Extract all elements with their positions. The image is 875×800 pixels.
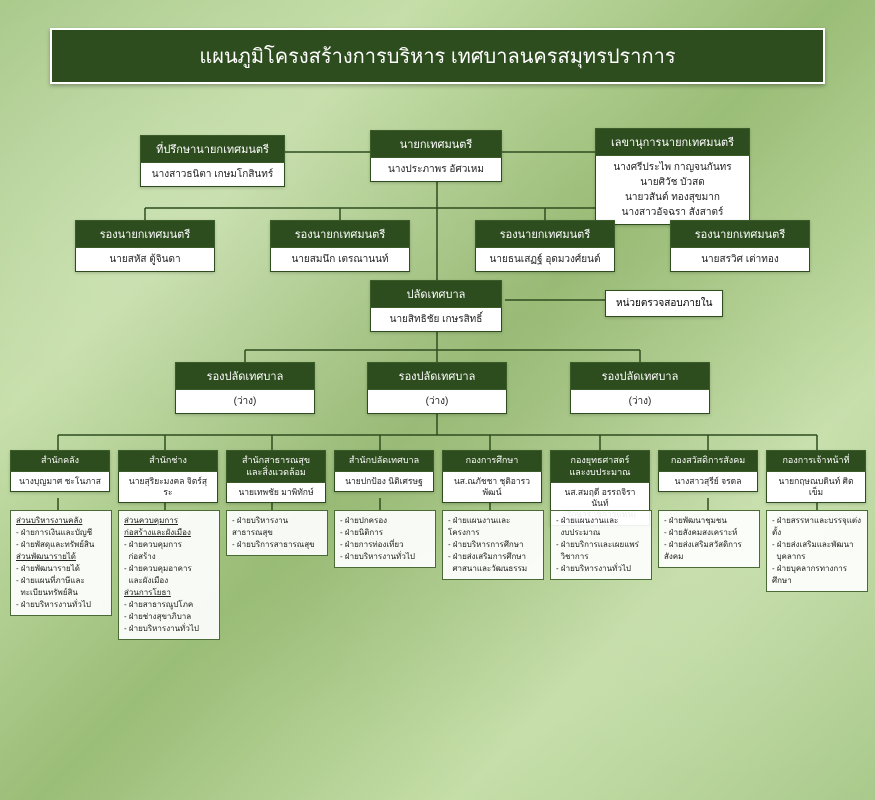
deputy-clerk-3-name: (ว่าง) bbox=[570, 390, 710, 414]
deputy-mayor-3: รองนายกเทศมนตรี นายธนเสฏฐ์ อุดมวงศ์ยนต์ bbox=[475, 220, 615, 272]
department-1-title: สำนักช่าง bbox=[118, 450, 218, 472]
deputy-mayor-4-name: นายสรวิศ เต่าทอง bbox=[670, 248, 810, 272]
department-3-name: นายปกป้อง นิติเศรษฐ bbox=[334, 472, 434, 492]
department-7-details: - ฝ่ายสรรหาและบรรจุแต่งตั้ง- ฝ่ายส่งเสริ… bbox=[766, 510, 868, 592]
department-6-name: นางสาวสุรีย์ จรดล bbox=[658, 472, 758, 492]
deputy-clerk-2-name: (ว่าง) bbox=[367, 390, 507, 414]
department-5-details: - ฝ่ายแผนงานและ งบประมาณ- ฝ่ายบริการและเ… bbox=[550, 510, 652, 580]
department-0-name: นางบุญมาศ ชะโนภาส bbox=[10, 472, 110, 492]
department-1-name: นายสุริยะมงคล จิตร์สุระ bbox=[118, 472, 218, 503]
department-4-name: นส.ณภัชชา ชุติอารวพัฒน์ bbox=[442, 472, 542, 503]
deputy-mayor-1-title: รองนายกเทศมนตรี bbox=[75, 220, 215, 248]
secretary-names: นางศรีประไพ กาญจนกันทรนายศิวัช บัวสดนายว… bbox=[595, 156, 750, 225]
department-1-details: ส่วนควบคุมการก่อสร้างและผังเมือง- ฝ่ายคว… bbox=[118, 510, 220, 640]
internal-audit-box: หน่วยตรวจสอบภายใน bbox=[605, 290, 723, 317]
deputy-mayor-2: รองนายกเทศมนตรี นายสมนึก เตรณานนท์ bbox=[270, 220, 410, 272]
title-text: แผนภูมิโครงสร้างการบริหาร เทศบาลนครสมุทร… bbox=[199, 40, 675, 72]
department-7-title: กองการเจ้าหน้าที่ bbox=[766, 450, 866, 472]
page-title: แผนภูมิโครงสร้างการบริหาร เทศบาลนครสมุทร… bbox=[50, 28, 825, 84]
deputy-clerk-1: รองปลัดเทศบาล (ว่าง) bbox=[175, 362, 315, 414]
secretary-node: เลขานุการนายกเทศมนตรี นางศรีประไพ กาญจนก… bbox=[595, 128, 750, 225]
department-1: สำนักช่างนายสุริยะมงคล จิตร์สุระ bbox=[118, 450, 218, 503]
deputy-clerk-1-title: รองปลัดเทศบาล bbox=[175, 362, 315, 390]
department-3-details: - ฝ่ายปกครอง- ฝ่ายนิติการ- ฝ่ายการท่องเท… bbox=[334, 510, 436, 568]
department-3-title: สำนักปลัดเทศบาล bbox=[334, 450, 434, 472]
deputy-mayor-2-title: รองนายกเทศมนตรี bbox=[270, 220, 410, 248]
department-7-name: นายกฤษณบดินท์ ศิตเข็ม bbox=[766, 472, 866, 503]
deputy-clerk-2-title: รองปลัดเทศบาล bbox=[367, 362, 507, 390]
department-6-details: - ฝ่ายพัฒนาชุมชน- ฝ่ายสังคมสงเคราะห์- ฝ่… bbox=[658, 510, 760, 568]
department-0-title: สำนักคลัง bbox=[10, 450, 110, 472]
deputy-clerk-1-name: (ว่าง) bbox=[175, 390, 315, 414]
deputy-mayor-3-name: นายธนเสฏฐ์ อุดมวงศ์ยนต์ bbox=[475, 248, 615, 272]
department-0-details: ส่วนบริหารงานคลัง- ฝ่ายการเงินและบัญชี- … bbox=[10, 510, 112, 616]
mayor-node: นายกเทศมนตรี นางประภาพร อัศวเหม bbox=[370, 130, 502, 182]
advisor-node: ที่ปรึกษานายกเทศมนตรี นางสาวธนิตา เกษมโก… bbox=[140, 135, 285, 187]
clerk-name: นายสิทธิชัย เกษรสิทธิ์ bbox=[370, 308, 502, 332]
deputy-mayor-3-title: รองนายกเทศมนตรี bbox=[475, 220, 615, 248]
clerk-node: ปลัดเทศบาล นายสิทธิชัย เกษรสิทธิ์ bbox=[370, 280, 502, 332]
clerk-title: ปลัดเทศบาล bbox=[370, 280, 502, 308]
deputy-mayor-1-name: นายสหัส ตู้จินดา bbox=[75, 248, 215, 272]
deputy-mayor-1: รองนายกเทศมนตรี นายสหัส ตู้จินดา bbox=[75, 220, 215, 272]
advisor-name: นางสาวธนิตา เกษมโกสินทร์ bbox=[140, 163, 285, 187]
secretary-title: เลขานุการนายกเทศมนตรี bbox=[595, 128, 750, 156]
mayor-title: นายกเทศมนตรี bbox=[370, 130, 502, 158]
department-4: กองการศึกษานส.ณภัชชา ชุติอารวพัฒน์ bbox=[442, 450, 542, 503]
department-6-title: กองสวัสดิการสังคม bbox=[658, 450, 758, 472]
mayor-name: นางประภาพร อัศวเหม bbox=[370, 158, 502, 182]
department-4-details: - ฝ่ายแผนงานและโครงการ- ฝ่ายบริหารการศึก… bbox=[442, 510, 544, 580]
deputy-mayor-4-title: รองนายกเทศมนตรี bbox=[670, 220, 810, 248]
department-2-details: - ฝ่ายบริหารงานสาธารณสุข- ฝ่ายบริการสาธา… bbox=[226, 510, 328, 556]
department-0: สำนักคลังนางบุญมาศ ชะโนภาส bbox=[10, 450, 110, 492]
department-5-title: กองยุทธศาสตร์และงบประมาณ bbox=[550, 450, 650, 483]
department-2: สำนักสาธารณสุขและสิ่งแวดล้อมนายเทพชัย มา… bbox=[226, 450, 326, 503]
deputy-clerk-3: รองปลัดเทศบาล (ว่าง) bbox=[570, 362, 710, 414]
deputy-mayor-4: รองนายกเทศมนตรี นายสรวิศ เต่าทอง bbox=[670, 220, 810, 272]
department-6: กองสวัสดิการสังคมนางสาวสุรีย์ จรดล bbox=[658, 450, 758, 492]
org-chart-canvas: แผนภูมิโครงสร้างการบริหาร เทศบาลนครสมุทร… bbox=[0, 0, 875, 800]
department-7: กองการเจ้าหน้าที่นายกฤษณบดินท์ ศิตเข็ม bbox=[766, 450, 866, 503]
department-2-name: นายเทพชัย มาพิทักษ์ bbox=[226, 483, 326, 503]
department-3: สำนักปลัดเทศบาลนายปกป้อง นิติเศรษฐ bbox=[334, 450, 434, 492]
department-4-title: กองการศึกษา bbox=[442, 450, 542, 472]
deputy-clerk-3-title: รองปลัดเทศบาล bbox=[570, 362, 710, 390]
advisor-title: ที่ปรึกษานายกเทศมนตรี bbox=[140, 135, 285, 163]
department-2-title: สำนักสาธารณสุขและสิ่งแวดล้อม bbox=[226, 450, 326, 483]
deputy-clerk-2: รองปลัดเทศบาล (ว่าง) bbox=[367, 362, 507, 414]
deputy-mayor-2-name: นายสมนึก เตรณานนท์ bbox=[270, 248, 410, 272]
